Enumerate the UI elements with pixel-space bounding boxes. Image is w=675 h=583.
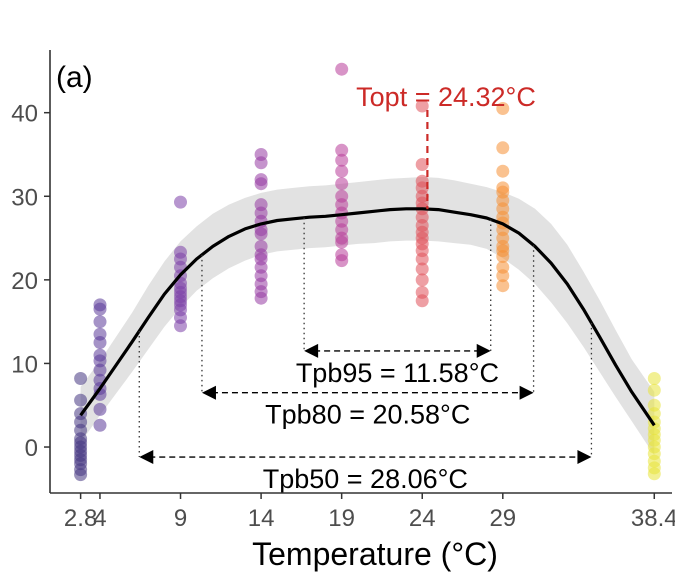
ticks-layer: 0 10 20 30 40 2.84 9 14 19 24 29 38.4	[11, 101, 675, 532]
y-tick-label: 40	[11, 101, 38, 128]
data-point	[335, 143, 349, 157]
x-tick-label: 38.4	[631, 505, 675, 532]
data-point	[335, 254, 349, 268]
confidence-band-layer	[80, 177, 655, 456]
data-points-layer	[74, 62, 661, 482]
data-point	[415, 273, 429, 287]
data-point	[254, 177, 268, 191]
x-tick-label: 29	[489, 505, 516, 532]
tpb-label: Tpb50 = 28.06°C	[263, 464, 468, 494]
data-point	[496, 102, 510, 115]
tpb-arrowhead-left	[201, 385, 216, 400]
tpb-arrowhead-left	[139, 450, 154, 465]
data-point	[647, 383, 661, 397]
data-point	[415, 252, 429, 266]
y-tick-label: 30	[11, 184, 38, 211]
data-point	[496, 269, 510, 283]
data-point	[174, 195, 187, 209]
data-point	[496, 141, 510, 155]
fit-curve-layer	[79, 207, 656, 427]
data-point	[496, 250, 510, 263]
x-tick-label: 9	[174, 505, 187, 532]
data-point	[415, 158, 429, 171]
panel-label: (a)	[56, 61, 93, 94]
data-point	[496, 164, 510, 178]
x-tick-label: 24	[409, 505, 436, 532]
data-point	[93, 336, 107, 349]
data-point	[254, 156, 268, 170]
data-point	[93, 315, 107, 329]
data-point	[93, 418, 107, 432]
data-point	[335, 153, 349, 167]
y-tick-label: 0	[25, 435, 38, 462]
data-point	[93, 363, 107, 377]
x-tick-label: 2.8	[64, 505, 97, 532]
annotation-layer: Tpb95 = 11.58°C Tpb80 = 20.58°C Tpb50 = 28…	[138, 110, 593, 494]
data-point	[335, 164, 349, 178]
tpb-arrowhead-right	[577, 450, 592, 465]
x-tick-label: 4	[93, 505, 106, 532]
tpb-label: Tpb95 = 11.58°C	[296, 358, 499, 388]
x-axis-title: Temperature (°C)	[252, 536, 498, 572]
data-point	[74, 468, 88, 482]
data-point	[415, 262, 429, 276]
tpb-label: Tpb80 = 20.58°C	[265, 400, 470, 430]
fit-curve	[79, 207, 656, 427]
data-point	[415, 99, 429, 113]
data-point	[335, 235, 349, 249]
data-point	[74, 372, 88, 385]
tpb-arrowhead-right	[476, 343, 491, 358]
data-point	[496, 279, 510, 293]
data-point	[93, 354, 107, 368]
data-point	[254, 227, 268, 241]
data-point	[647, 467, 661, 481]
data-point	[415, 294, 429, 308]
data-point	[174, 319, 187, 333]
data-point	[74, 393, 88, 407]
tpb-arrowhead-right	[519, 385, 534, 400]
y-tick-label: 20	[11, 268, 38, 295]
axes-layer	[49, 50, 672, 494]
topt-label: Topt = 24.32°C	[356, 82, 536, 112]
data-point	[93, 302, 107, 316]
tpb-arrowhead-left	[304, 343, 319, 358]
confidence-band	[80, 177, 655, 456]
y-tick-label: 10	[11, 351, 38, 378]
data-point	[93, 402, 107, 416]
x-tick-label: 19	[328, 505, 355, 532]
data-point	[335, 177, 349, 191]
x-tick-label: 14	[248, 505, 275, 532]
data-point	[647, 372, 661, 385]
data-point	[335, 62, 349, 76]
data-point	[254, 291, 268, 305]
